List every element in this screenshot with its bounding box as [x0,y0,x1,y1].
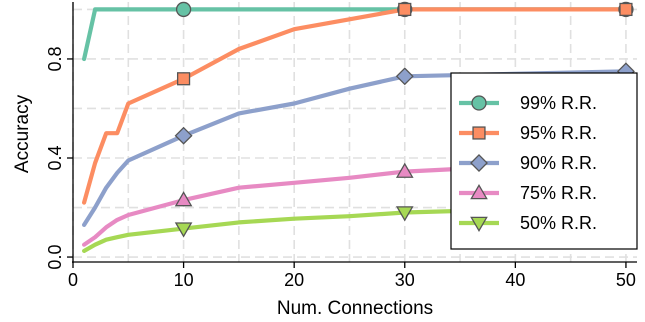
y-tick-label: 0.4 [45,145,65,170]
series-2-marker [398,2,412,17]
series-3-marker [174,126,193,145]
x-axis-label: Num. Connections [277,298,433,319]
legend-label: 99% R.R. [520,93,597,113]
x-tick-label: 50 [616,270,636,290]
y-tick-label: 0.0 [45,245,65,270]
x-tick-label: 0 [68,270,78,290]
series-3-marker [395,67,414,86]
tick-labels: 0 10 20 30 40 50 0.0 0.4 0.8 [45,46,636,290]
legend-label: 50% R.R. [520,213,597,233]
legend-marker [470,216,488,232]
legend-marker [470,184,488,200]
x-tick-label: 10 [174,270,194,290]
legend-marker [472,126,486,140]
series-4-marker [174,191,193,207]
legend-marker [470,154,488,172]
y-tick-label: 0.8 [45,46,65,71]
series-2-marker [619,2,633,17]
series-4-marker [395,162,414,178]
legend-label: 90% R.R. [520,153,597,173]
x-tick-label: 40 [505,270,525,290]
axes [72,2,637,263]
legend-label: 75% R.R. [520,183,597,203]
series-5-marker [395,206,414,222]
series-5-marker [174,222,193,238]
series-1-marker [175,1,192,18]
y-axis-label: Accuracy [12,94,33,173]
x-tick-label: 20 [284,270,304,290]
series-2-marker [176,72,191,86]
legend: 99% R.R. 95% R.R. 90% R.R. 75% R.R. 50% R.R. [450,72,638,250]
legend-label: 95% R.R. [520,123,597,143]
x-tick-label: 30 [395,270,415,290]
legend-marker [471,95,487,111]
